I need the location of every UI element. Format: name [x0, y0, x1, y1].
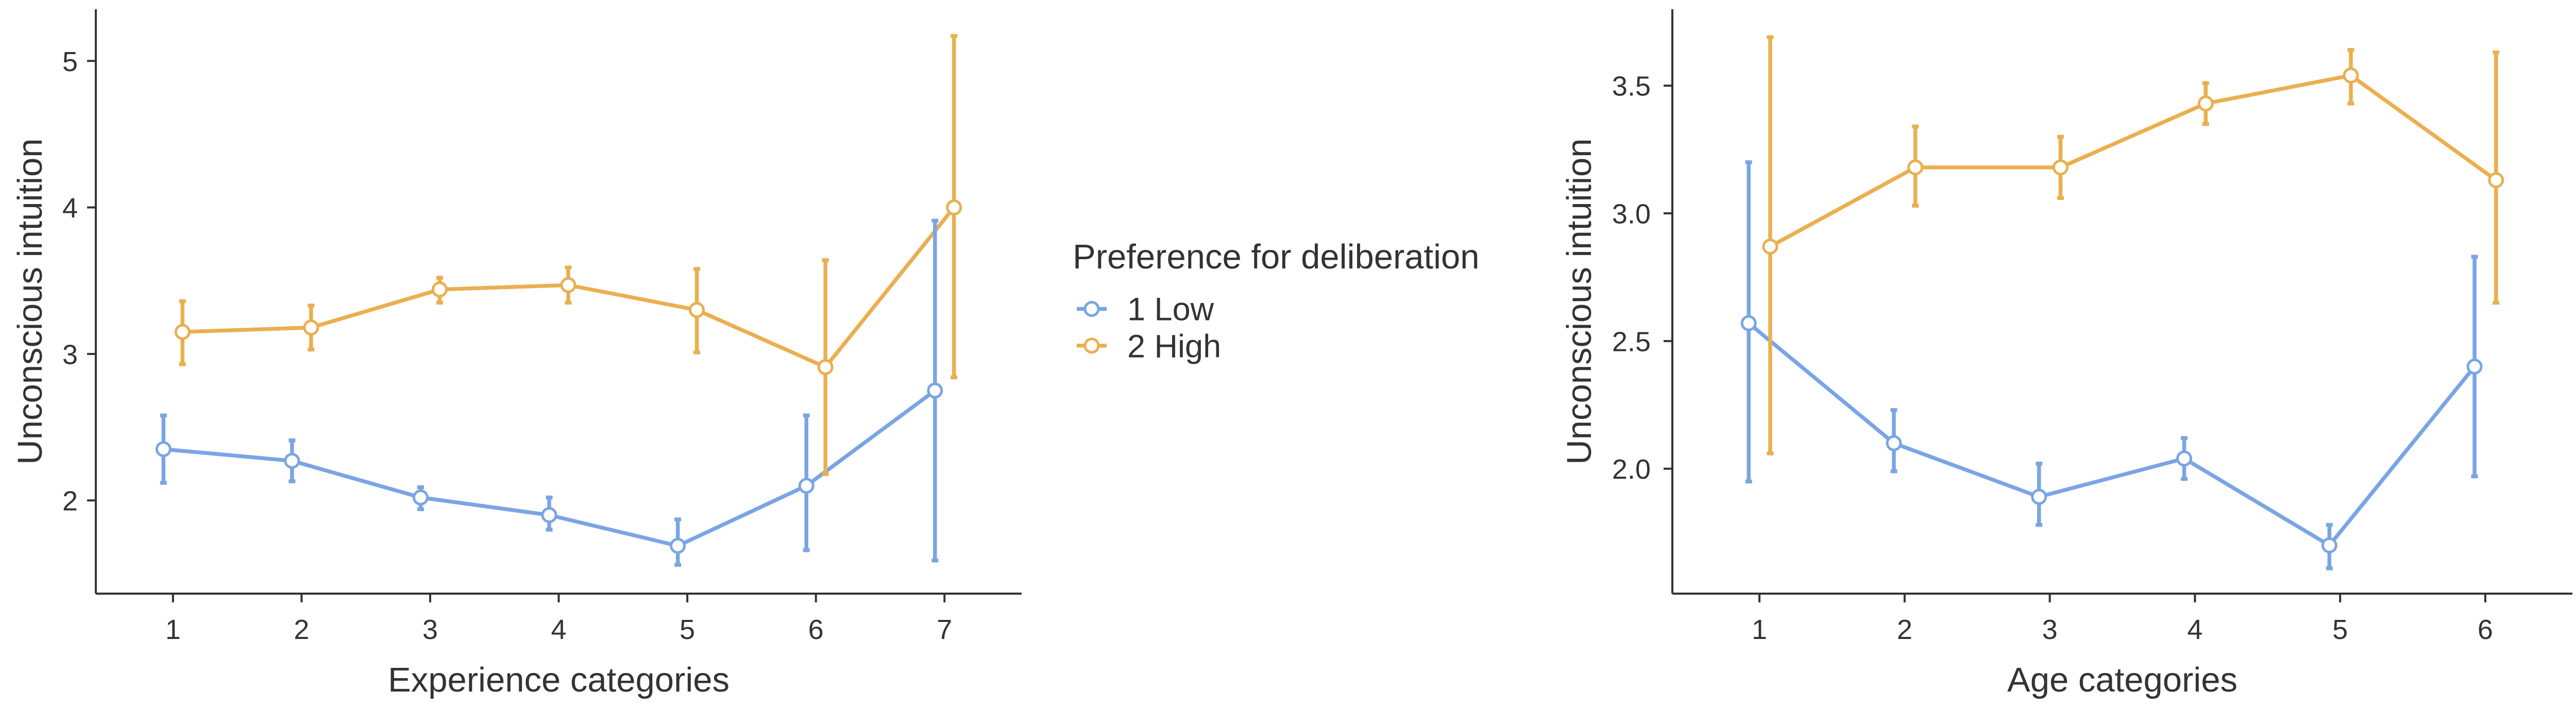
- data-point: [303, 319, 319, 336]
- data-point: [2031, 489, 2047, 505]
- legend-label-left-1: 1 Low: [1127, 291, 1214, 327]
- data-point: [560, 277, 577, 293]
- legend-title-left: Preference for deliberation: [1073, 238, 1480, 276]
- data-point: [927, 382, 943, 399]
- y-tick-label: 2.0: [1612, 454, 1651, 485]
- x-tick-label: 4: [2187, 614, 2202, 645]
- data-point: [946, 199, 962, 216]
- data-point: [541, 507, 557, 524]
- y-tick-label: 3: [62, 339, 78, 370]
- data-point: [155, 441, 172, 458]
- chart-marks: 2 3 4 5 1 2 3 4 5 6 7 2.0 2.5 3.0 3.5 1 2 3 4 5 6: [62, 9, 2572, 645]
- data-point: [284, 452, 300, 469]
- x-tick-label: 5: [680, 614, 695, 645]
- data-point: [2197, 95, 2214, 112]
- x-tick-label: 3: [422, 614, 438, 645]
- data-point: [817, 359, 834, 375]
- data-point: [431, 281, 448, 298]
- data-point: [174, 324, 191, 340]
- data-point: [412, 489, 429, 506]
- y-tick-label: 5: [62, 46, 78, 77]
- x-axis-title-right: Age categories: [2007, 661, 2238, 699]
- y-tick-label: 4: [62, 193, 78, 224]
- y-axis-title-left: Unconscious intuition: [11, 138, 49, 464]
- x-tick-label: 1: [165, 614, 181, 645]
- data-point: [798, 478, 815, 494]
- x-tick-label: 2: [1897, 614, 1912, 645]
- legend-label-left-2: 2 High: [1127, 328, 1221, 364]
- x-tick-label: 4: [551, 614, 566, 645]
- y-tick-label: 3.5: [1612, 71, 1651, 102]
- legend-key-point: [1083, 301, 1100, 317]
- y-tick-label: 3.0: [1612, 199, 1651, 230]
- x-tick-label: 2: [294, 614, 309, 645]
- data-point: [2176, 450, 2193, 467]
- data-point: [689, 302, 705, 318]
- x-axis-title-left: Experience categories: [388, 661, 730, 699]
- legend-key-point: [1083, 338, 1100, 354]
- data-point: [1907, 159, 1924, 176]
- x-tick-label: 5: [2332, 614, 2348, 645]
- x-tick-label: 7: [937, 614, 952, 645]
- y-tick-label: 2: [62, 486, 78, 517]
- data-point: [2343, 67, 2359, 83]
- x-tick-label: 1: [1752, 614, 1767, 645]
- data-point: [2466, 358, 2483, 375]
- data-point: [2321, 537, 2337, 553]
- y-axis-title-right: Unconscious intuition: [1560, 138, 1599, 464]
- data-point: [670, 537, 686, 554]
- series-line-2: [1769, 73, 2497, 248]
- data-point: [2052, 159, 2069, 176]
- x-tick-label: 3: [2042, 614, 2058, 645]
- x-tick-label: 6: [2478, 614, 2493, 645]
- data-point: [1762, 238, 1778, 255]
- x-tick-label: 6: [808, 614, 824, 645]
- data-point: [1740, 315, 1757, 331]
- data-point: [1886, 435, 1902, 451]
- y-tick-label: 2.5: [1612, 326, 1651, 357]
- series-line-1: [1747, 322, 2476, 548]
- data-point: [2488, 172, 2504, 189]
